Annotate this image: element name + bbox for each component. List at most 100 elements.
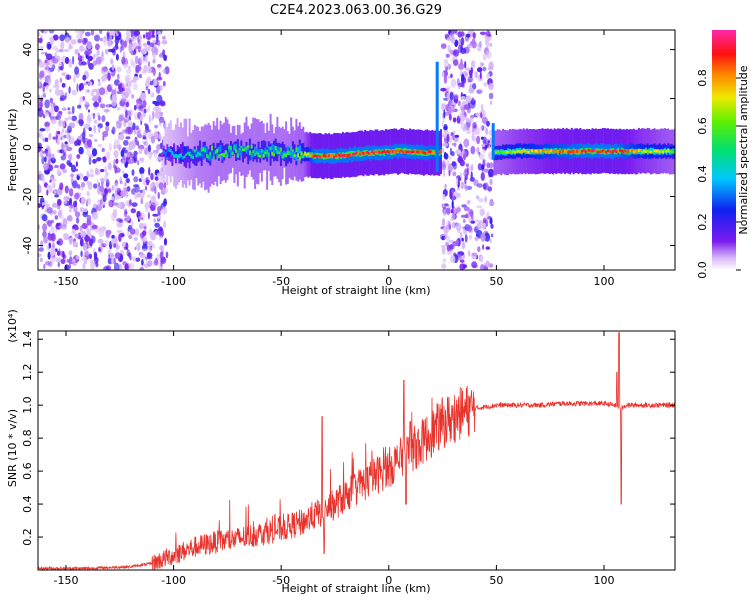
- noise-speckle: [39, 128, 46, 132]
- noise-speckle: [126, 215, 131, 221]
- ridge-cell: [496, 150, 499, 154]
- noise-speckle: [158, 182, 164, 190]
- noise-speckle: [55, 83, 60, 89]
- noise-speckle: [456, 177, 459, 186]
- ridge-cell: [278, 147, 281, 153]
- ridge-cell: [185, 146, 188, 168]
- ridge-cell: [579, 150, 582, 154]
- ridge-cell: [548, 150, 551, 154]
- noise-speckle: [63, 148, 67, 153]
- ridge-cell: [281, 141, 284, 160]
- ridge-cell: [632, 150, 635, 154]
- ridge-cell: [533, 150, 535, 153]
- noise-speckle: [469, 30, 475, 33]
- noise-speckle: [471, 60, 476, 69]
- ridge-cell: [433, 151, 436, 154]
- ridge-cell: [235, 149, 238, 153]
- ridge-cell: [655, 149, 658, 153]
- noise-speckle: [53, 105, 59, 113]
- ridge-cell: [183, 155, 186, 159]
- noise-speckle: [156, 33, 159, 43]
- noise-speckle: [68, 188, 74, 197]
- noise-speckle: [161, 256, 166, 263]
- noise-speckle: [143, 225, 147, 230]
- noise-speckle: [76, 33, 82, 40]
- ridge-cell: [601, 149, 604, 153]
- noise-speckle: [74, 233, 79, 238]
- ridge-cell: [219, 153, 222, 157]
- noise-speckle: [82, 242, 88, 251]
- ridge-cell: [186, 154, 189, 159]
- noise-speckle: [81, 256, 88, 262]
- noise-speckle: [133, 104, 137, 111]
- noise-speckle: [442, 258, 447, 263]
- noise-speckle: [68, 250, 73, 256]
- noise-speckle: [71, 229, 76, 234]
- ridge-cell: [397, 149, 399, 152]
- noise-speckle: [451, 222, 454, 229]
- noise-speckle: [468, 87, 475, 94]
- noise-speckle: [489, 42, 492, 48]
- noise-speckle: [57, 210, 62, 217]
- y-tick-label: 0: [21, 144, 34, 151]
- noise-speckle: [102, 130, 109, 138]
- noise-speckle: [154, 47, 159, 56]
- noise-speckle: [156, 215, 162, 220]
- noise-speckle: [79, 82, 85, 91]
- noise-speckle: [56, 240, 61, 245]
- ridge-cell: [180, 155, 182, 161]
- noise-speckle: [82, 95, 85, 101]
- noise-speckle: [111, 71, 115, 77]
- ridge-cell: [538, 150, 541, 154]
- noise-speckle: [458, 38, 462, 47]
- ridge-cell: [168, 149, 170, 157]
- noise-speckle: [133, 150, 138, 156]
- noise-speckle: [110, 58, 114, 65]
- noise-speckle: [61, 224, 67, 230]
- ridge-cell: [627, 149, 630, 153]
- ridge-cell: [333, 155, 336, 159]
- x-tick-label: 100: [593, 574, 614, 587]
- noise-speckle: [141, 248, 148, 252]
- ridge-cell: [266, 149, 269, 154]
- noise-speckle: [441, 142, 449, 147]
- noise-speckle: [464, 67, 472, 71]
- ridge-cell: [242, 148, 244, 152]
- ridge-cell: [514, 151, 516, 154]
- noise-speckle: [489, 217, 493, 225]
- ridge-cell: [309, 154, 312, 158]
- ridge-cell: [181, 156, 184, 160]
- noise-speckle: [107, 103, 110, 109]
- noise-speckle: [38, 72, 43, 80]
- ridge-cell: [656, 149, 659, 153]
- noise-speckle: [140, 223, 148, 227]
- ridge-cell: [426, 151, 429, 154]
- ridge-cell: [400, 149, 403, 153]
- ridge-cell: [350, 150, 353, 157]
- noise-speckle: [150, 172, 154, 181]
- ridge-cell: [164, 151, 167, 156]
- noise-speckle: [61, 107, 67, 112]
- noise-speckle: [135, 45, 142, 50]
- noise-speckle: [38, 144, 41, 153]
- noise-speckle: [68, 237, 73, 245]
- noise-speckle: [74, 66, 80, 75]
- noise-speckle: [472, 121, 477, 129]
- noise-speckle: [483, 82, 488, 87]
- noise-speckle: [56, 250, 61, 256]
- noise-speckle: [146, 182, 150, 186]
- noise-speckle: [478, 198, 484, 203]
- ridge-cell: [536, 150, 539, 153]
- noise-speckle: [126, 152, 130, 158]
- noise-speckle: [54, 87, 60, 96]
- noise-speckle: [55, 257, 62, 263]
- noise-speckle: [457, 62, 465, 70]
- ridge-cell: [600, 150, 603, 154]
- noise-speckle: [78, 146, 84, 155]
- ridge-cell: [195, 151, 198, 166]
- noise-speckle: [145, 185, 147, 191]
- ridge-cell: [551, 149, 554, 152]
- noise-speckle: [82, 262, 86, 270]
- ridge-cell: [276, 146, 279, 152]
- noise-speckle: [68, 153, 73, 161]
